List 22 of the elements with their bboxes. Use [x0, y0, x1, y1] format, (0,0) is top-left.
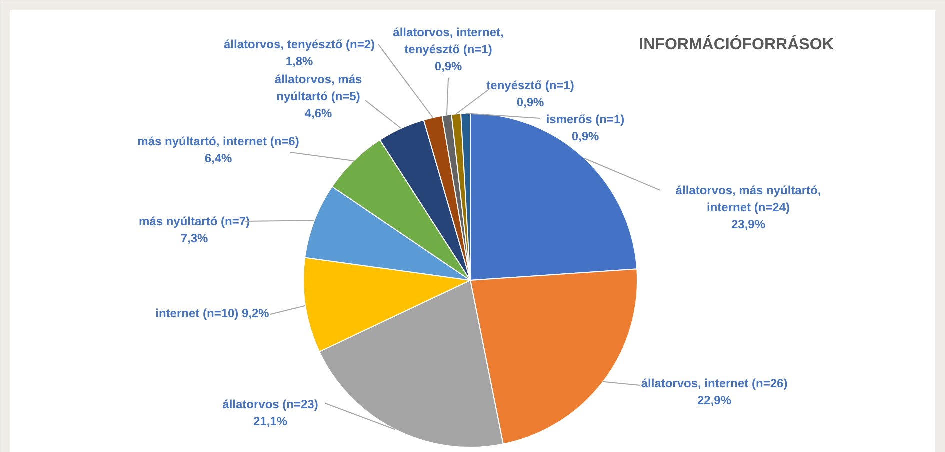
slice-label: ismerős (n=1): [546, 112, 625, 126]
slice-label: állatorvos, más nyúltartó, internet (n=24): [676, 184, 822, 214]
slice-label: tenyésztő (n=1): [486, 78, 574, 92]
data-label: 1,8%: [286, 54, 314, 68]
slice-label: internet (n=10) 9,2%: [156, 306, 270, 320]
slice-label: állatorvos (n=23): [222, 398, 318, 412]
text: INFORMÁCIÓFORRÁSOK: [639, 34, 834, 54]
slice-label: állatorvos, internet, tenyésztő (n=1): [393, 26, 504, 56]
data-label: 0,9%: [572, 130, 600, 144]
data-label: 4,6%: [304, 106, 333, 120]
slice-label: állatorvos, tenyésztő (n=2): [224, 38, 376, 52]
slice-label: más nyúltartó, internet (n=6): [138, 134, 300, 148]
data-label: 7,3%: [180, 232, 209, 246]
slice-label: állatorvos, internet (n=26): [641, 376, 788, 390]
data-label: 6,4%: [204, 152, 233, 166]
data-label: 23,9%: [731, 218, 766, 232]
data-label: 21,1%: [253, 414, 288, 428]
data-label: 22,9%: [697, 394, 732, 408]
slice-label: állatorvos, más nyúltartó (n=5): [274, 72, 363, 104]
slice-label: más nyúltartó (n=7): [138, 214, 250, 228]
data-label: 0,9%: [434, 60, 463, 74]
data-label: 0,9%: [516, 96, 545, 110]
